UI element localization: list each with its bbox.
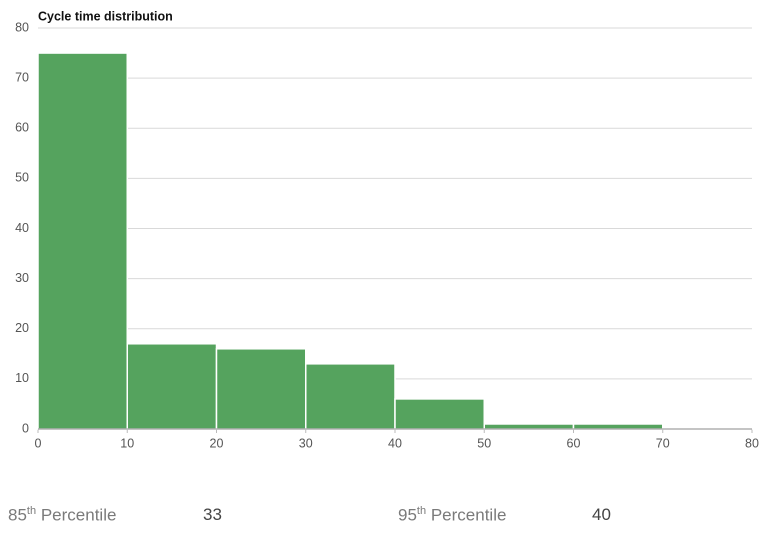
y-tick-label: 20 <box>15 321 29 335</box>
x-tick-label: 0 <box>35 436 42 450</box>
stat-number: 85 <box>8 505 27 525</box>
stat-label: 95th Percentile <box>398 505 506 526</box>
stat-text: Percentile <box>430 505 507 525</box>
bar <box>394 398 485 430</box>
chart-title: Cycle time distribution <box>38 9 173 23</box>
x-tick-label: 70 <box>656 436 670 450</box>
stat-suffix: th <box>416 505 427 517</box>
bar <box>305 363 396 430</box>
stat-text: Percentile <box>40 505 117 525</box>
bar <box>126 343 218 430</box>
bar <box>215 348 307 430</box>
x-tick-label: 40 <box>388 436 402 450</box>
bar <box>37 52 128 430</box>
y-tick-label: 40 <box>15 221 29 235</box>
x-tick-label: 50 <box>477 436 491 450</box>
x-tick-label: 60 <box>567 436 581 450</box>
y-tick-label: 30 <box>15 271 29 285</box>
x-tick-label: 30 <box>299 436 313 450</box>
chart: Cycle time distribution 0 10 20 30 40 50 60 70 8… <box>15 9 759 450</box>
x-tick-label: 10 <box>120 436 134 450</box>
y-tick-label: 80 <box>15 20 29 34</box>
y-tick-label: 50 <box>15 171 29 185</box>
stat-value: 40 <box>592 505 611 524</box>
bar <box>483 423 575 430</box>
y-tick-label: 60 <box>15 121 29 135</box>
x-tick-label: 80 <box>745 436 759 450</box>
stat-value: 33 <box>203 505 222 524</box>
stat-label: 85th Percentile <box>8 505 116 526</box>
stat-suffix: th <box>26 505 37 517</box>
y-tick-label: 0 <box>22 421 29 435</box>
bar <box>572 423 664 430</box>
x-tick-label: 20 <box>210 436 224 450</box>
y-tick-label: 10 <box>15 371 29 385</box>
y-tick-label: 70 <box>15 70 29 84</box>
stat-number: 95 <box>398 505 417 525</box>
